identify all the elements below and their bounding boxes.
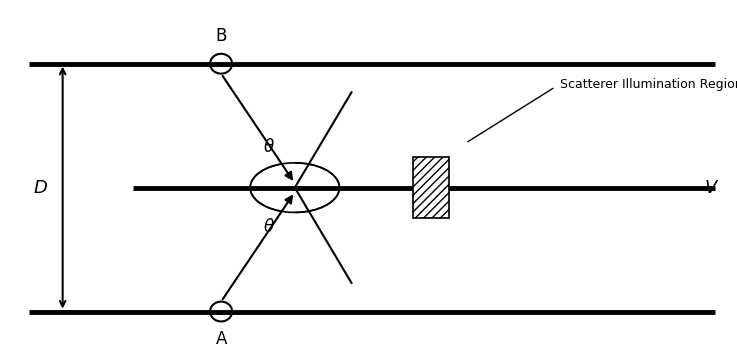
Text: B: B xyxy=(215,27,227,45)
Text: $\theta$: $\theta$ xyxy=(263,218,275,235)
Text: $D$: $D$ xyxy=(33,179,48,196)
Text: Scatterer Illumination Region: Scatterer Illumination Region xyxy=(560,79,737,91)
Text: A: A xyxy=(215,330,227,348)
Text: $\theta$: $\theta$ xyxy=(263,138,275,156)
Polygon shape xyxy=(413,157,450,218)
Text: $V$: $V$ xyxy=(704,179,719,196)
